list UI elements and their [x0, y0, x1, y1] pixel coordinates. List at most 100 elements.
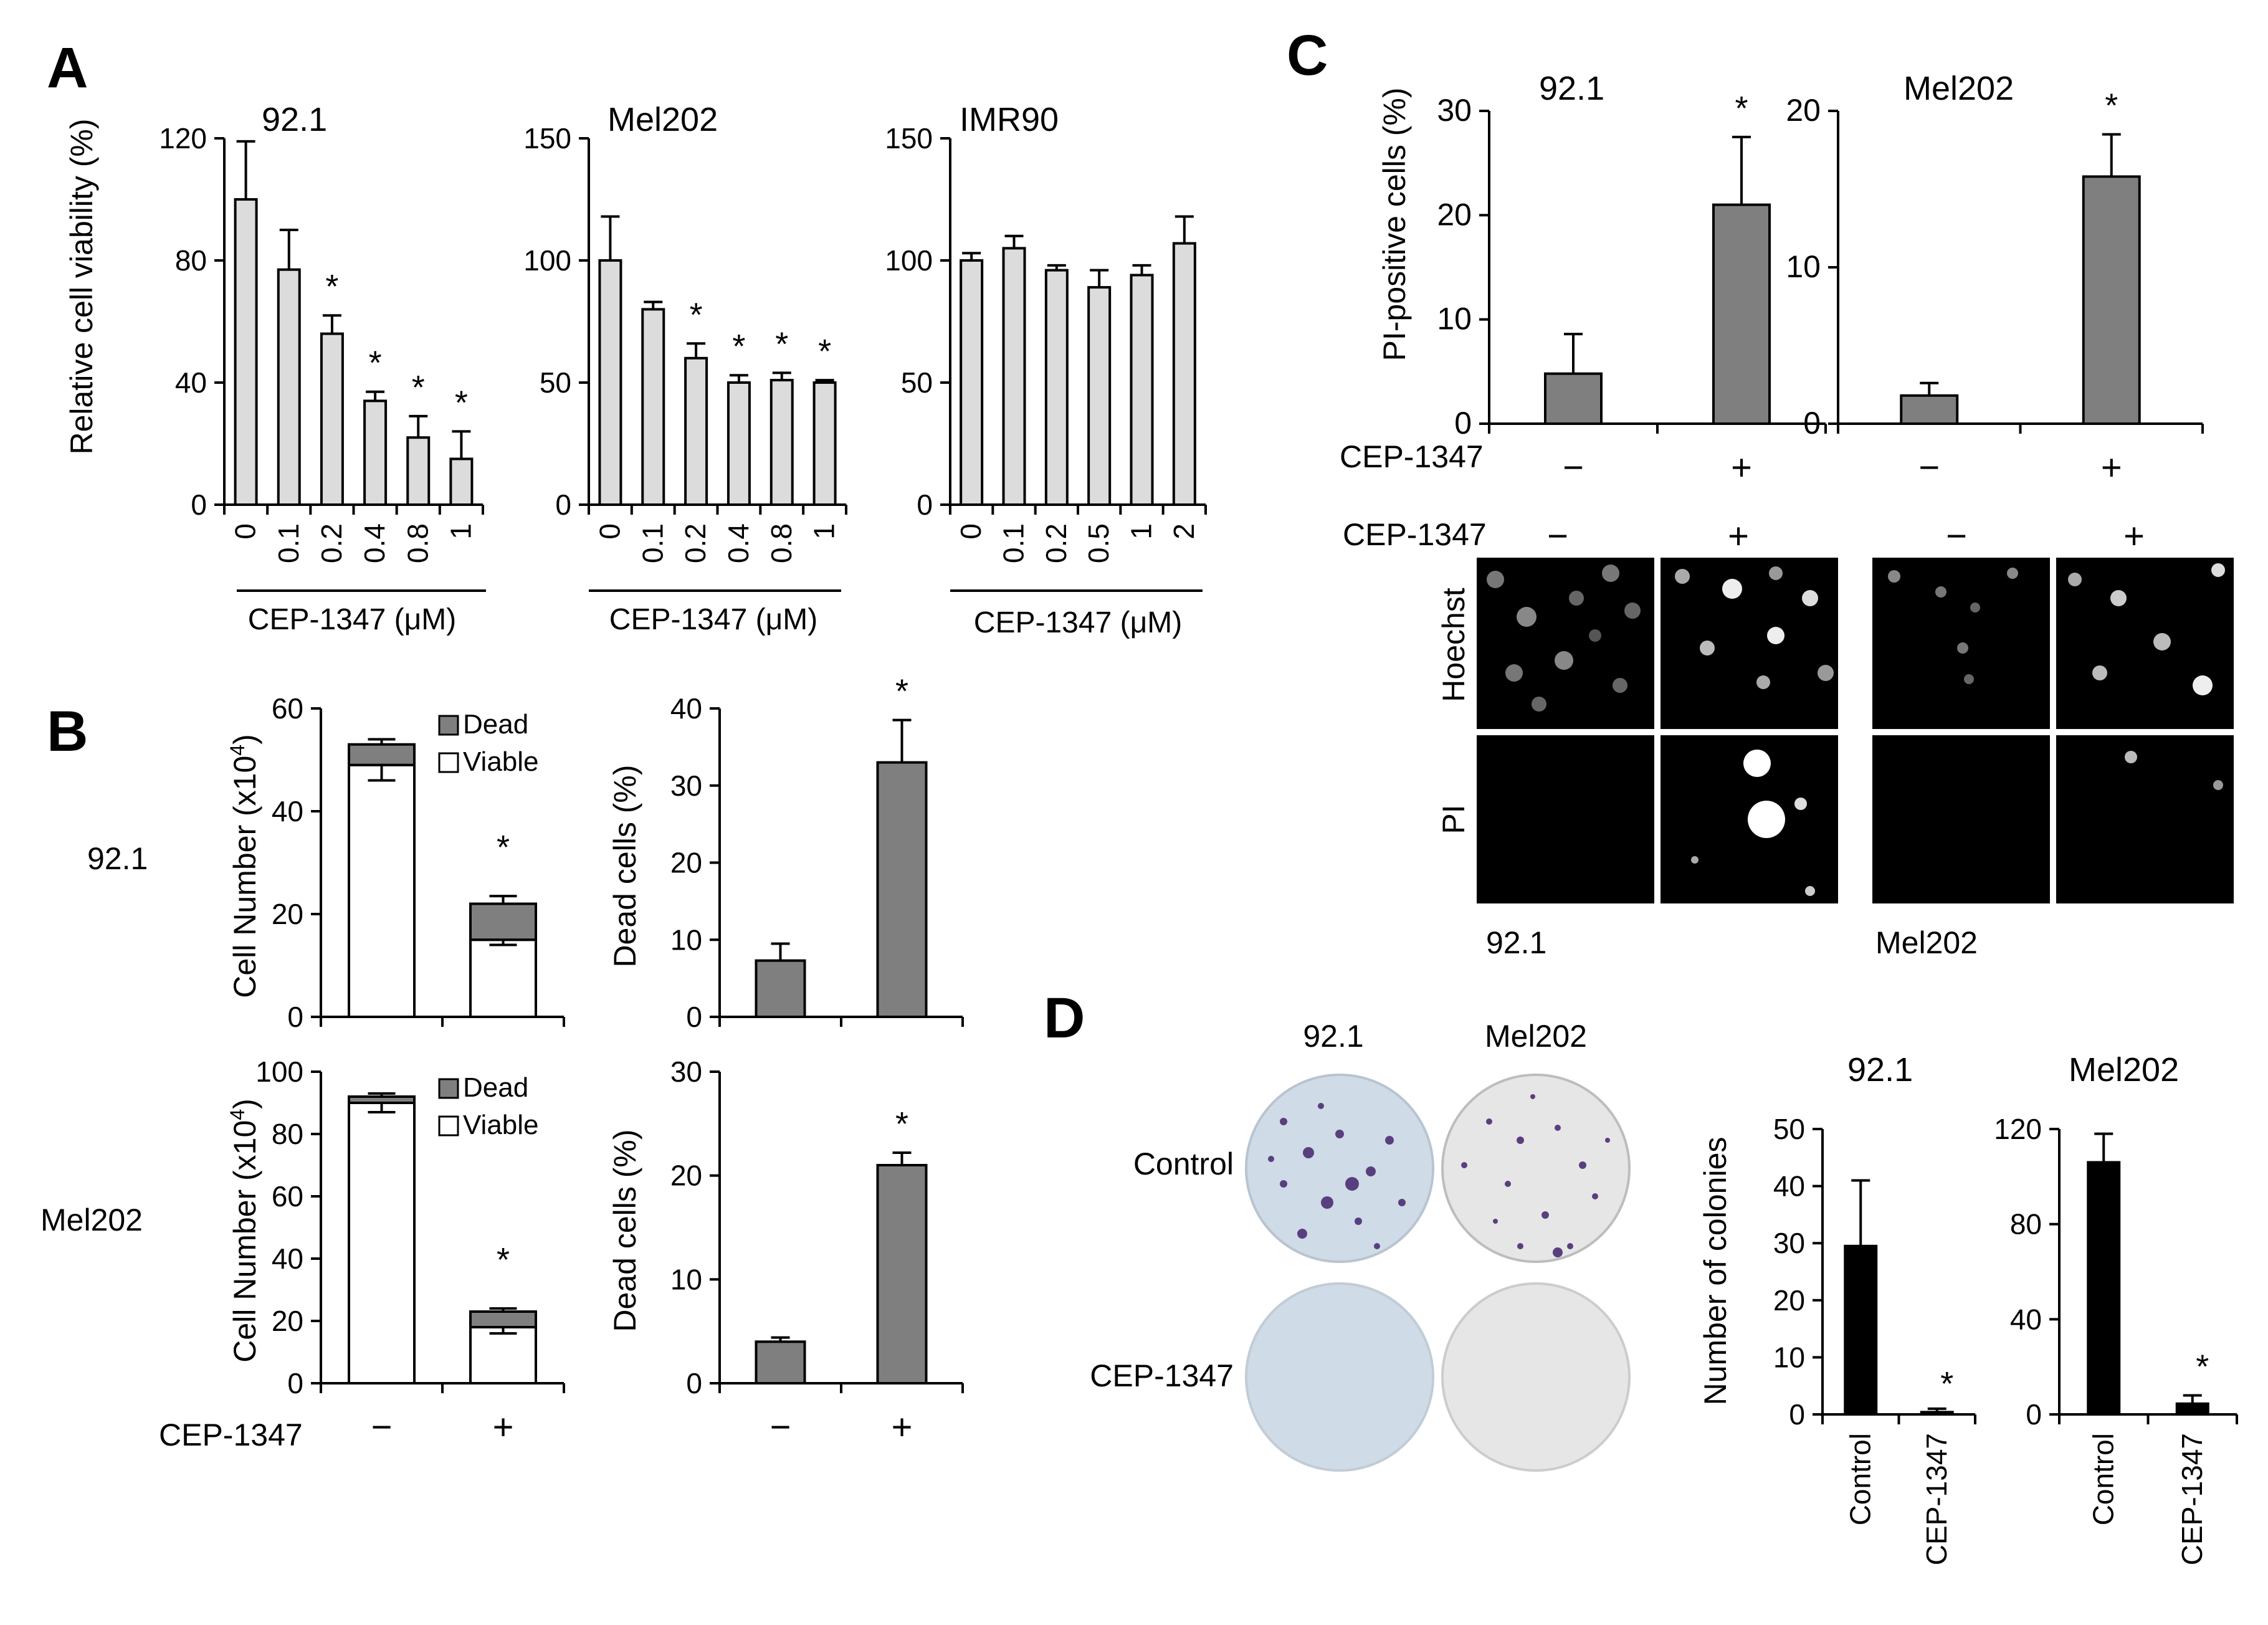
bar: [1844, 1244, 1878, 1416]
y-tick-label: 60: [272, 1180, 303, 1213]
chart-b-92-1-dead-cells: 0 10 20 30 40 * Dead cells (%): [608, 673, 964, 1033]
colony-dot: [1541, 1211, 1549, 1219]
c-plus-left: +: [1728, 516, 1749, 556]
colony-dot: [1517, 1137, 1524, 1144]
y-tick-label: 30: [1773, 1227, 1805, 1259]
b-row-label-mel202: Mel202: [40, 1203, 143, 1237]
plate-92-1-cep: [1245, 1282, 1434, 1472]
nucleus-dot: [1802, 590, 1818, 606]
nuclei-dots: [1487, 563, 2225, 896]
significance-asterisk-icon: *: [369, 345, 382, 382]
y-tick-label: 0: [1789, 1398, 1805, 1431]
bar: [234, 198, 258, 506]
nucleus-dot: [1748, 801, 1785, 838]
bar: [960, 259, 984, 506]
y-axis-label: Cell Number (x104): [226, 734, 262, 998]
d-plates: [1245, 1074, 1631, 1472]
colony-dot: [1335, 1130, 1344, 1138]
bar-dead: [469, 902, 537, 941]
bar-viable: [469, 1326, 537, 1384]
y-tick-label: 20: [272, 898, 303, 930]
nucleus-dot: [1964, 674, 1974, 684]
nucleus-dot: [1756, 675, 1770, 689]
colony-dot: [1321, 1196, 1333, 1209]
bar-dead: [469, 1310, 537, 1328]
bar: [727, 381, 751, 506]
significance-asterisk-icon: *: [732, 328, 745, 365]
y-tick-label: 0: [1803, 406, 1821, 441]
colony-dot: [1567, 1243, 1573, 1249]
bar-dead: [348, 1095, 416, 1104]
nucleus-dot: [1517, 607, 1537, 627]
colony-dot: [1303, 1147, 1314, 1158]
chart-b-mel202-dead-cells: 0 10 20 30 − * + Dead cells (%): [608, 1056, 964, 1447]
x-tick-label: +: [493, 1407, 514, 1447]
y-tick-label: 30: [670, 1056, 702, 1088]
bar: [2087, 1161, 2121, 1416]
bar: [876, 761, 928, 1018]
chart-d-92-1-colonies: 0 10 20 30 40 50 Control * CEP-1347 92.1 Number of…: [1698, 1051, 1976, 1565]
nucleus-dot: [1589, 629, 1601, 642]
bar: [449, 457, 474, 506]
c-minus-left: −: [1547, 516, 1568, 556]
y-tick-label: 20: [272, 1305, 303, 1337]
nucleus-dot: [1613, 678, 1627, 693]
colony-dot: [1605, 1138, 1610, 1143]
bar: [1130, 274, 1154, 506]
bar: [641, 308, 665, 506]
micrograph-mel202-hoechst-cep: [2056, 558, 2234, 729]
x-axis-label: CEP-1347 (μM): [974, 606, 1182, 639]
c-treatment-label-chart: CEP-1347: [1340, 439, 1484, 474]
nucleus-dot: [1691, 856, 1699, 864]
y-axis-label: Dead cells (%): [608, 765, 642, 967]
x-tick-label: −: [770, 1407, 791, 1447]
y-axis-label-exponent: 4: [226, 1109, 249, 1120]
y-axis-label-main: Cell Number (x10: [227, 1120, 262, 1363]
chart-c-mel202-pi-positive: 0 10 20 − * + Mel202: [1786, 70, 2204, 488]
y-tick-label: 40: [175, 366, 207, 399]
chart-a-92-1: 0 40 80 120 0 0.1 * 0.2 * 0.4 * 0.8 * 1 CEP-1347 (μM) 9…: [64, 101, 486, 636]
colony-dot: [1345, 1177, 1359, 1191]
c-stain-label-pi: PI: [1436, 804, 1471, 834]
nucleus-dot: [1743, 750, 1771, 777]
x-tick-label: 0.2: [1040, 523, 1072, 563]
x-axis-label: CEP-1347 (μM): [248, 603, 456, 636]
significance-asterisk-icon: *: [2196, 1348, 2209, 1385]
chart-title: 92.1: [1539, 70, 1604, 107]
x-tick-label: CEP-1347: [2176, 1433, 2208, 1565]
colony-dot: [1374, 1243, 1380, 1249]
significance-asterisk-icon: *: [690, 296, 703, 333]
y-tick-label: 0: [191, 488, 207, 521]
x-tick-label: Control: [1844, 1433, 1876, 1525]
x-tick-label: 0.8: [765, 523, 798, 563]
y-tick-label: 30: [1437, 93, 1472, 128]
y-tick-label: 150: [885, 122, 933, 155]
colony-dot: [1461, 1162, 1467, 1168]
bar-dead: [348, 743, 416, 766]
colony-dot: [1530, 1094, 1535, 1099]
micrograph-92-1-pi-control: [1477, 735, 1654, 903]
y-tick-label: 40: [272, 795, 303, 827]
legend-swatch-dead: [438, 1078, 459, 1099]
y-axis-label: Cell Number (x104): [226, 1098, 262, 1362]
colony-dot: [1280, 1180, 1287, 1188]
significance-asterisk-icon: *: [412, 369, 425, 406]
significance-asterisk-icon: *: [895, 1105, 908, 1143]
bar: [755, 959, 806, 1018]
bar: [1044, 269, 1069, 506]
y-tick-label: 100: [885, 244, 933, 277]
chart-title: 92.1: [262, 101, 327, 138]
nucleus-dot: [2068, 573, 2082, 586]
y-tick-label: 80: [272, 1118, 303, 1150]
y-axis-label-close: ): [227, 734, 262, 745]
c-minus-right: −: [1946, 516, 1967, 556]
y-tick-label: 60: [272, 692, 303, 725]
x-tick-label: 1: [444, 523, 477, 540]
nucleus-dot: [1602, 565, 1619, 582]
y-axis-label-main: Cell Number (x10: [227, 756, 262, 998]
chart-title: Mel202: [2069, 1051, 2179, 1089]
y-tick-label: 0: [2026, 1398, 2042, 1431]
y-axis-label: Number of colonies: [1698, 1137, 1733, 1406]
chart-b-92-1-cell-number: 0 20 40 60 * Cell Number (x104) Dead Viable: [226, 692, 565, 1033]
d-row-label-control: Control: [1133, 1146, 1234, 1181]
